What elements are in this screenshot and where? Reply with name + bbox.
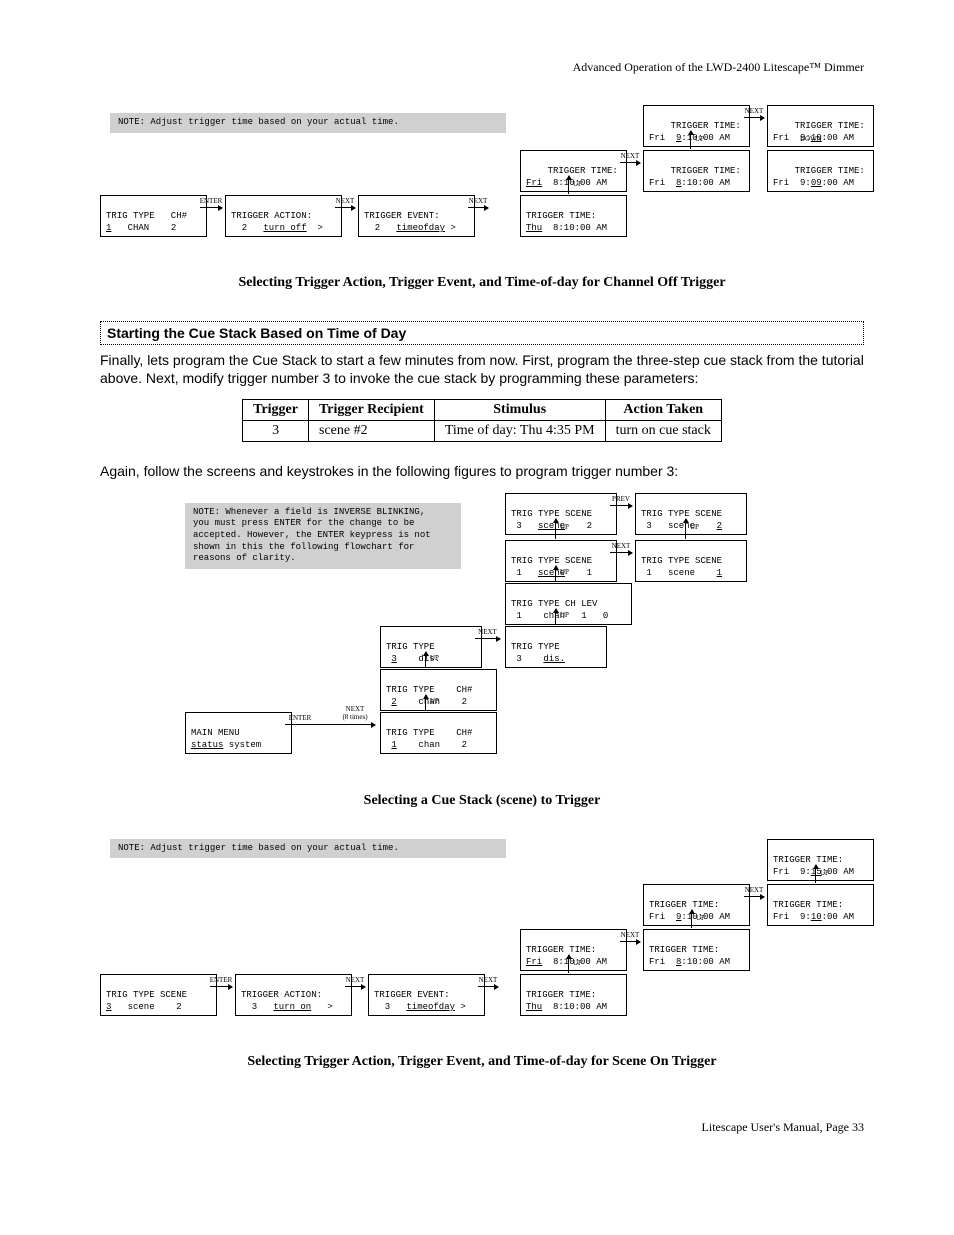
td-recipient: scene #2 bbox=[309, 421, 435, 442]
th-trigger: Trigger bbox=[243, 400, 309, 421]
screen-time-810b-3: TRIGGER TIME: Fri 8:10:00 AM bbox=[643, 929, 750, 971]
screen-trig-action: TRIGGER ACTION: 2 turn off > bbox=[225, 195, 342, 237]
screen-time-910b: TRIGGER TIME: Fri 9:10:00 AM bbox=[767, 884, 874, 926]
screen-trig-time-thu-3: TRIGGER TIME: Thu 8:10:00 AM bbox=[520, 974, 627, 1016]
th-action: Action Taken bbox=[605, 400, 721, 421]
screen-trig-type-3: TRIG TYPE SCENE 3 scene 2 bbox=[100, 974, 217, 1016]
screen-trig-time-thu: TRIGGER TIME: Thu 8:10:00 AM bbox=[520, 195, 627, 237]
td-action: turn on cue stack bbox=[605, 421, 721, 442]
screen-ch1-2: TRIG TYPE CH# 1 chan 2 bbox=[380, 712, 497, 754]
screen-trig-action-3: TRIGGER ACTION: 3 turn on > bbox=[235, 974, 352, 1016]
caption-2: Selecting a Cue Stack (scene) to Trigger bbox=[100, 793, 864, 809]
diagram-3: NOTE: Adjust trigger time based on your … bbox=[100, 839, 864, 1014]
note-box-3: NOTE: Adjust trigger time based on your … bbox=[110, 839, 506, 859]
diagram-2: NOTE: Whenever a field is INVERSE BLINKI… bbox=[100, 493, 864, 753]
screen-trig-event-3: TRIGGER EVENT: 3 timeofday > bbox=[368, 974, 485, 1016]
trigger-table: Trigger Trigger Recipient Stimulus Actio… bbox=[242, 399, 722, 442]
caption-3: Selecting Trigger Action, Trigger Event,… bbox=[100, 1054, 864, 1070]
page-footer: Litescape User's Manual, Page 33 bbox=[100, 1120, 864, 1135]
diagram-1: NOTE: Adjust trigger time based on your … bbox=[100, 105, 864, 235]
screen-scene11b: TRIG TYPE SCENE 1 scene 1 bbox=[635, 540, 747, 582]
page-header: Advanced Operation of the LWD-2400 Lites… bbox=[100, 60, 864, 75]
screen-trig-event: TRIGGER EVENT: 2 timeofday > bbox=[358, 195, 475, 237]
screen-trig-type: TRIG TYPE CH# 1 CHAN 2 bbox=[100, 195, 207, 237]
screen-dis3b: TRIG TYPE 3 dis. bbox=[505, 626, 607, 668]
screen-main-menu: MAIN MENU status system bbox=[185, 712, 292, 754]
td-trigger: 3 bbox=[243, 421, 309, 442]
para-2: Again, follow the screens and keystrokes… bbox=[100, 462, 864, 480]
note-box-2: NOTE: Whenever a field is INVERSE BLINKI… bbox=[185, 503, 461, 569]
th-recipient: Trigger Recipient bbox=[309, 400, 435, 421]
caption-1: Selecting Trigger Action, Trigger Event,… bbox=[100, 275, 864, 291]
screen-time-810-b: TRIGGER TIME: Fri 8:10:00 AM bbox=[643, 150, 750, 192]
th-stimulus: Stimulus bbox=[434, 400, 605, 421]
note-box-1: NOTE: Adjust trigger time based on your … bbox=[110, 113, 506, 133]
screen-chlev: TRIG TYPE CH LEV 1 chan 1 0 bbox=[505, 583, 632, 625]
screen-scene11a: TRIG TYPE SCENE 1 scene 1 bbox=[505, 540, 617, 582]
td-stimulus: Time of day: Thu 4:35 PM bbox=[434, 421, 605, 442]
screen-time-909: TRIGGER TIME: Fri 9:09:00 AM bbox=[767, 150, 874, 192]
screen-ch2-2: TRIG TYPE CH# 2 chan 2 bbox=[380, 669, 497, 711]
screen-dis3a: TRIG TYPE 3 dis. bbox=[380, 626, 482, 668]
section-heading: Starting the Cue Stack Based on Time of … bbox=[100, 321, 864, 345]
para-1: Finally, lets program the Cue Stack to s… bbox=[100, 351, 864, 387]
